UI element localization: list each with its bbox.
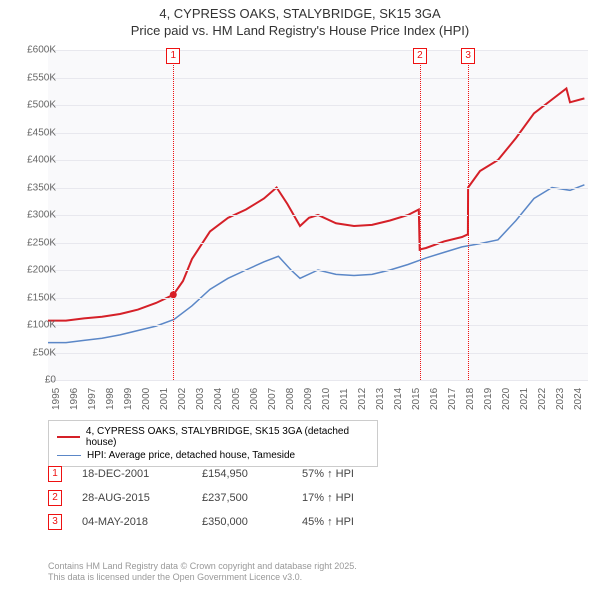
x-axis-label: 2019 (483, 388, 494, 410)
y-axis-label: £0 (12, 375, 56, 386)
legend-swatch (57, 436, 80, 438)
x-axis-label: 1999 (123, 388, 134, 410)
x-axis-label: 1998 (105, 388, 116, 410)
title-line-2: Price paid vs. HM Land Registry's House … (0, 23, 600, 40)
footer-attribution: Contains HM Land Registry data © Crown c… (48, 561, 357, 584)
x-axis-label: 2012 (357, 388, 368, 410)
x-axis-label: 2004 (213, 388, 224, 410)
transaction-price: £237,500 (202, 492, 282, 504)
x-axis-label: 2016 (429, 388, 440, 410)
legend-box: 4, CYPRESS OAKS, STALYBRIDGE, SK15 3GA (… (48, 420, 378, 467)
legend-item: 4, CYPRESS OAKS, STALYBRIDGE, SK15 3GA (… (57, 425, 369, 449)
legend-item: HPI: Average price, detached house, Tame… (57, 449, 369, 462)
x-axis-label: 1997 (87, 388, 98, 410)
event-marker-box: 1 (166, 48, 180, 64)
transaction-price: £350,000 (202, 516, 282, 528)
transaction-row: 2 28-AUG-2015 £237,500 17% ↑ HPI (48, 486, 392, 510)
x-axis-label: 2015 (411, 388, 422, 410)
transaction-pct: 57% ↑ HPI (302, 468, 392, 480)
x-axis-label: 2020 (501, 388, 512, 410)
y-axis-label: £350K (12, 182, 56, 193)
y-axis-label: £500K (12, 100, 56, 111)
x-axis-label: 2017 (447, 388, 458, 410)
x-axis-label: 2008 (285, 388, 296, 410)
y-axis-label: £550K (12, 72, 56, 83)
footer-line-2: This data is licensed under the Open Gov… (48, 572, 357, 584)
x-axis-label: 2002 (177, 388, 188, 410)
x-axis-label: 2007 (267, 388, 278, 410)
y-axis-label: £400K (12, 155, 56, 166)
y-axis-label: £200K (12, 265, 56, 276)
event-marker-line (420, 50, 421, 380)
series-property (48, 89, 584, 321)
transaction-marker: 1 (48, 466, 62, 482)
x-axis-label: 2005 (231, 388, 242, 410)
event-marker-box: 3 (461, 48, 475, 64)
transaction-pct: 17% ↑ HPI (302, 492, 392, 504)
transaction-row: 1 18-DEC-2001 £154,950 57% ↑ HPI (48, 462, 392, 486)
legend-swatch (57, 455, 81, 457)
series-hpi (48, 185, 584, 343)
x-axis-label: 2011 (339, 388, 350, 410)
x-axis-label: 2022 (537, 388, 548, 410)
transaction-date: 18-DEC-2001 (82, 468, 182, 480)
transaction-price: £154,950 (202, 468, 282, 480)
event-marker-line (468, 50, 469, 380)
x-axis-label: 2024 (573, 388, 584, 410)
y-axis-label: £450K (12, 127, 56, 138)
x-axis-label: 2009 (303, 388, 314, 410)
transaction-pct: 45% ↑ HPI (302, 516, 392, 528)
x-axis-label: 2021 (519, 388, 530, 410)
x-axis-label: 2023 (555, 388, 566, 410)
title-line-1: 4, CYPRESS OAKS, STALYBRIDGE, SK15 3GA (0, 6, 600, 23)
x-axis-label: 2001 (159, 388, 170, 410)
event-marker-box: 2 (413, 48, 427, 64)
transaction-date: 28-AUG-2015 (82, 492, 182, 504)
x-axis-label: 2014 (393, 388, 404, 410)
x-axis-label: 2010 (321, 388, 332, 410)
x-axis-label: 1996 (69, 388, 80, 410)
x-axis-label: 2013 (375, 388, 386, 410)
transaction-row: 3 04-MAY-2018 £350,000 45% ↑ HPI (48, 510, 392, 534)
y-axis-label: £50K (12, 347, 56, 358)
y-axis-label: £250K (12, 237, 56, 248)
legend-label: HPI: Average price, detached house, Tame… (87, 450, 295, 461)
y-axis-label: £300K (12, 210, 56, 221)
x-axis-label: 2018 (465, 388, 476, 410)
y-axis-label: £100K (12, 320, 56, 331)
x-axis-label: 1995 (51, 388, 62, 410)
transaction-date: 04-MAY-2018 (82, 516, 182, 528)
chart-plot-area (48, 50, 588, 380)
footer-line-1: Contains HM Land Registry data © Crown c… (48, 561, 357, 573)
x-axis-label: 2003 (195, 388, 206, 410)
chart-title: 4, CYPRESS OAKS, STALYBRIDGE, SK15 3GA P… (0, 0, 600, 40)
x-axis-label: 2000 (141, 388, 152, 410)
y-axis-label: £150K (12, 292, 56, 303)
transaction-table: 1 18-DEC-2001 £154,950 57% ↑ HPI 2 28-AUG-201… (48, 462, 392, 534)
transaction-marker: 2 (48, 490, 62, 506)
transaction-marker: 3 (48, 514, 62, 530)
chart-container: 4, CYPRESS OAKS, STALYBRIDGE, SK15 3GA P… (0, 0, 600, 590)
x-axis-label: 2006 (249, 388, 260, 410)
legend-label: 4, CYPRESS OAKS, STALYBRIDGE, SK15 3GA (… (86, 426, 369, 448)
event-marker-line (173, 50, 174, 380)
y-axis-label: £600K (12, 45, 56, 56)
